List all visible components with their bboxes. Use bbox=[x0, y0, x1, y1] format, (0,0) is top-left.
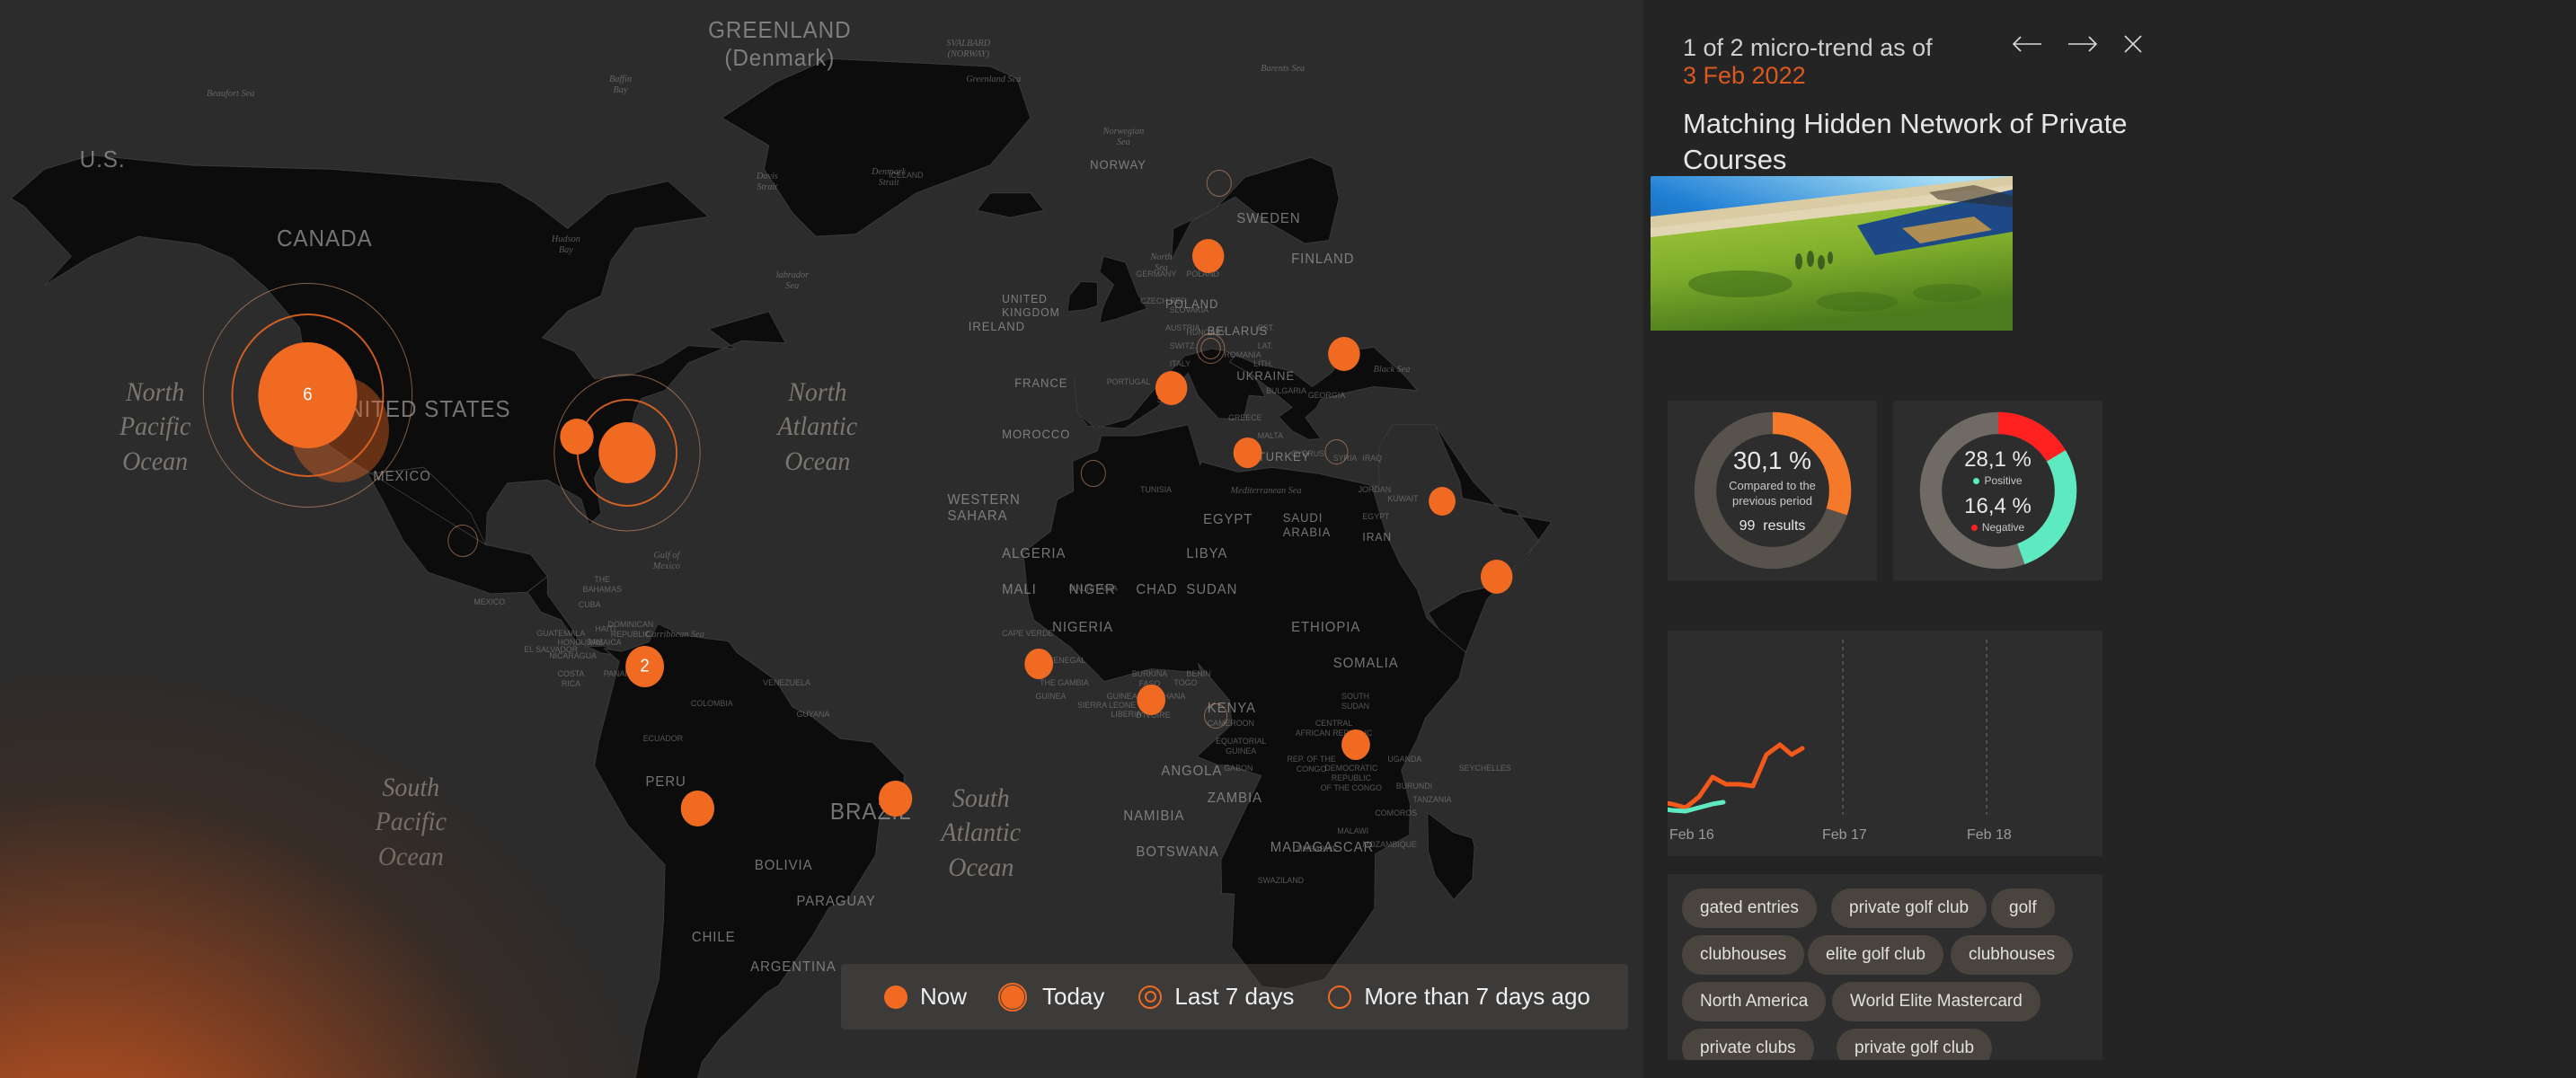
svg-text:Feb 16: Feb 16 bbox=[1669, 827, 1714, 843]
svg-text:Feb 18: Feb 18 bbox=[1967, 827, 2012, 843]
svg-text:Feb 17: Feb 17 bbox=[1822, 827, 1867, 843]
